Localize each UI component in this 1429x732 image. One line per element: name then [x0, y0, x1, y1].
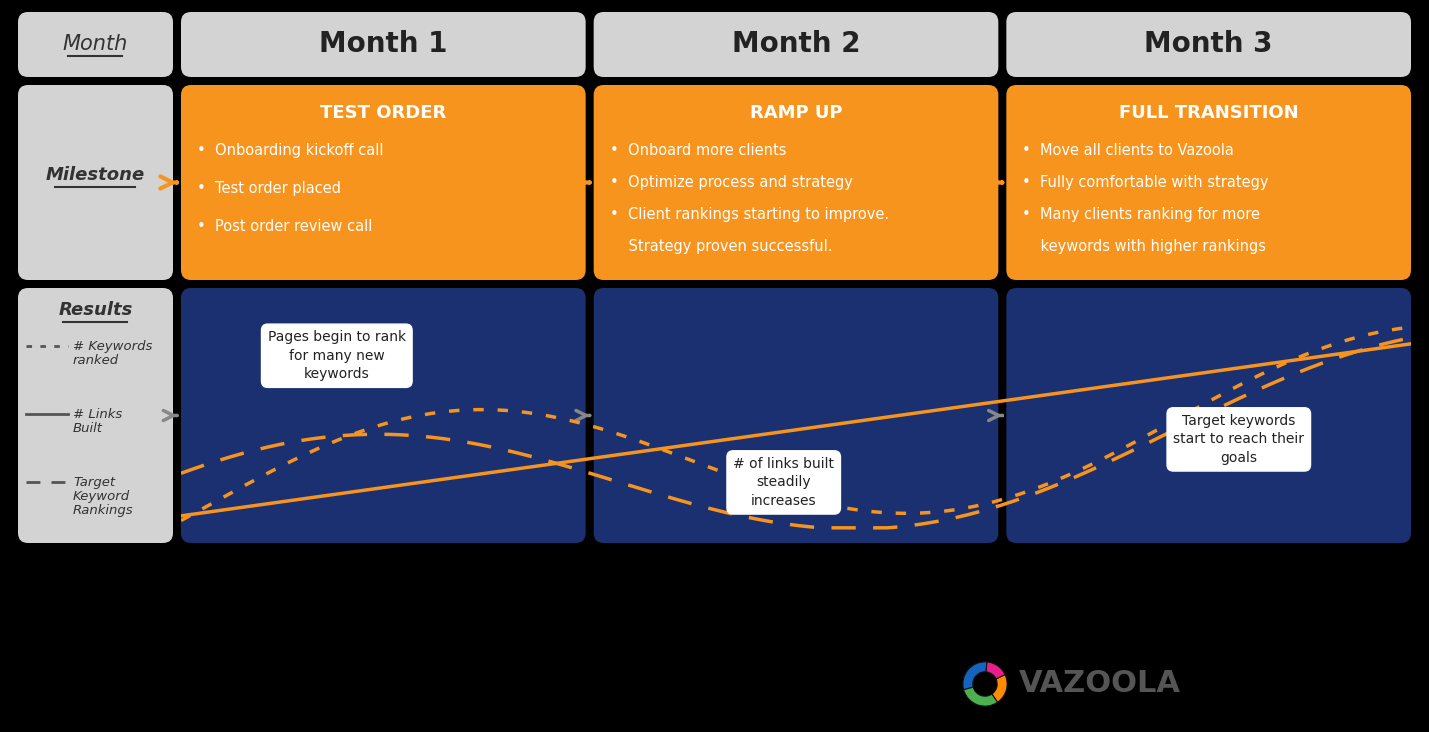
Wedge shape	[963, 662, 987, 690]
Text: Month 2: Month 2	[732, 31, 860, 59]
Text: VAZOOLA: VAZOOLA	[1019, 670, 1180, 698]
FancyBboxPatch shape	[19, 12, 173, 77]
Wedge shape	[992, 675, 1007, 702]
FancyBboxPatch shape	[1006, 85, 1410, 280]
Text: Built: Built	[73, 422, 103, 435]
Text: Target: Target	[73, 476, 116, 489]
Text: TEST ORDER: TEST ORDER	[320, 104, 446, 122]
Text: •  Many clients ranking for more: • Many clients ranking for more	[1022, 207, 1260, 222]
FancyBboxPatch shape	[19, 288, 173, 543]
Text: Results: Results	[59, 301, 133, 319]
Text: •  Post order review call: • Post order review call	[197, 219, 373, 234]
FancyBboxPatch shape	[181, 85, 586, 280]
Text: Keyword: Keyword	[73, 490, 130, 503]
Text: # of links built
steadily
increases: # of links built steadily increases	[733, 457, 835, 508]
Text: Strategy proven successful.: Strategy proven successful.	[610, 239, 832, 254]
Text: Month 3: Month 3	[1145, 31, 1273, 59]
Text: Target keywords
start to reach their
goals: Target keywords start to reach their goa…	[1173, 414, 1305, 465]
Text: •  Test order placed: • Test order placed	[197, 181, 342, 196]
Wedge shape	[986, 662, 1005, 679]
Text: Month: Month	[63, 34, 129, 54]
FancyBboxPatch shape	[181, 12, 586, 77]
Text: RAMP UP: RAMP UP	[750, 104, 842, 122]
Text: Pages begin to rank
for many new
keywords: Pages begin to rank for many new keyword…	[267, 330, 406, 381]
Text: •  Move all clients to Vazoola: • Move all clients to Vazoola	[1022, 143, 1235, 158]
Text: •  Client rankings starting to improve.: • Client rankings starting to improve.	[610, 207, 889, 222]
FancyBboxPatch shape	[593, 12, 999, 77]
FancyBboxPatch shape	[593, 288, 999, 543]
Text: •  Onboarding kickoff call: • Onboarding kickoff call	[197, 143, 383, 158]
Text: •  Fully comfortable with strategy: • Fully comfortable with strategy	[1022, 175, 1269, 190]
Text: # Links: # Links	[73, 408, 123, 421]
Text: Milestone: Milestone	[46, 165, 146, 184]
Text: Rankings: Rankings	[73, 504, 134, 517]
Text: ranked: ranked	[73, 354, 119, 367]
Text: •  Onboard more clients: • Onboard more clients	[610, 143, 786, 158]
Text: # Keywords: # Keywords	[73, 340, 153, 353]
Text: Month 1: Month 1	[319, 31, 447, 59]
Text: FULL TRANSITION: FULL TRANSITION	[1119, 104, 1299, 122]
FancyBboxPatch shape	[593, 85, 999, 280]
Wedge shape	[963, 687, 997, 706]
FancyBboxPatch shape	[181, 288, 586, 543]
Text: •  Optimize process and strategy: • Optimize process and strategy	[610, 175, 853, 190]
FancyBboxPatch shape	[1006, 12, 1410, 77]
Text: keywords with higher rankings: keywords with higher rankings	[1022, 239, 1266, 254]
FancyBboxPatch shape	[1006, 288, 1410, 543]
FancyBboxPatch shape	[19, 85, 173, 280]
